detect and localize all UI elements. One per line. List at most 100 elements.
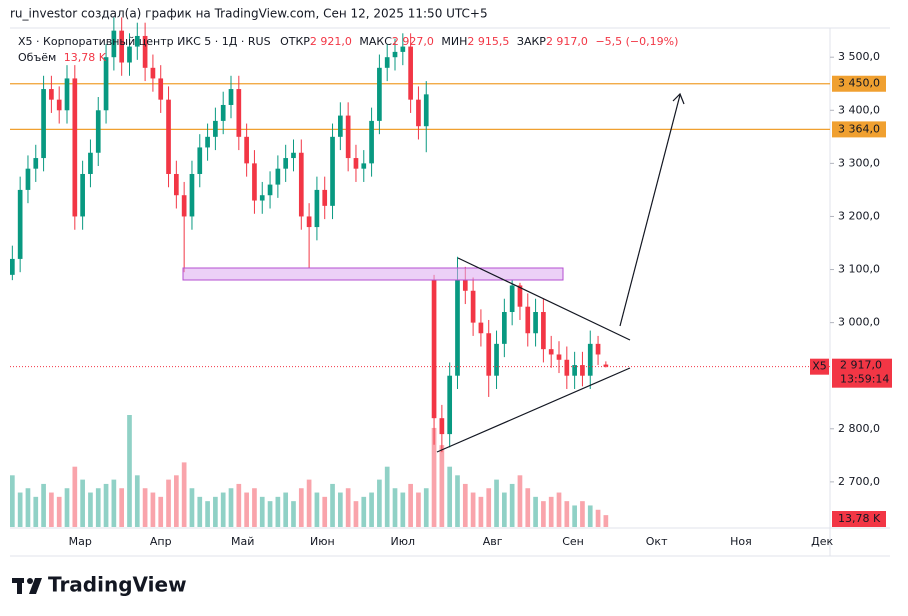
volume-bar [103,483,109,527]
candle-body [267,184,273,196]
volume-bar [455,475,460,527]
candle-body [392,51,398,58]
volume-bar [298,488,304,527]
candle-body [291,152,296,159]
price-tag-label: 3 450,0 [838,77,880,90]
candle-body [533,312,538,334]
candle-body [548,349,554,355]
volume-bar [80,479,85,527]
volume-bar [580,501,585,527]
volume-bar [603,515,609,527]
price-tag [832,121,886,138]
candle-body [361,163,367,169]
price-tag [832,75,886,92]
candle-body [127,46,132,63]
candle-body [88,152,93,174]
candle-body [595,343,601,355]
candle-body [462,280,468,291]
candle-body [400,46,406,52]
volume-bar [462,483,468,527]
candle-body [587,343,593,376]
volume-bar [189,488,195,527]
price-tag [832,358,892,388]
volume-bar [244,492,249,527]
volume-bar [291,501,296,527]
volume-bar [525,488,531,527]
volume-bar [33,496,39,527]
candle-body [158,78,164,100]
candle-body [439,418,445,435]
volume-bar [64,488,70,527]
candle-body [174,173,179,196]
candle-body [103,57,109,111]
y-tick-label: 3 400,0 [838,103,880,116]
candle-body [314,189,320,228]
candle-body [306,216,312,228]
candle-body [189,173,195,217]
volume-bar [49,492,54,527]
volume-bar [431,427,437,527]
volume-bar [408,483,413,527]
volume-bar [10,475,15,527]
x-tick-label: Ноя [730,535,752,548]
countdown: 13:59:14 [840,373,889,386]
y-tick-label: 2 700,0 [838,475,880,488]
symbol-tag [810,358,829,375]
volume-bar [517,475,523,527]
volume-bar [587,505,593,527]
trend-line [436,367,631,453]
volume-bar [119,488,125,527]
candle-body [283,158,289,169]
volume-bar [166,479,171,527]
candle-body [377,67,382,121]
candle-body [166,99,171,174]
candle-body [275,168,281,185]
volume-bar [197,496,203,527]
candle-body [322,189,328,206]
candle-body [181,195,187,217]
arrow-head [672,92,685,105]
candle-body [10,258,15,275]
volume-bar [95,488,101,527]
volume-bar [338,492,343,527]
legend: X5 · Корпоративный центр ИКС 5 · 1Д · RU… [18,35,678,48]
change: −5,5 (−0,19%) [595,35,678,48]
candle-body [509,285,515,313]
volume-bar [220,492,226,527]
candle-body [580,365,585,376]
candle-body [64,78,70,111]
volume-bar [478,496,484,527]
candle-body [556,354,562,360]
logo-icon [27,578,33,584]
candle-body [330,136,335,206]
plot: 3 500,0 3 400,0 3 300,0 3 200,0 3 100,0 3 000… [10,17,892,548]
candle-body [134,35,140,47]
volume-bar [267,501,273,527]
candle-body [252,163,257,201]
candle-body [431,280,437,419]
volume-bar [330,483,335,527]
x-tick-label: Авг [483,535,503,548]
volume-bar [17,492,23,527]
price-tag-label: 3 364,0 [838,122,880,135]
volume-bar [392,488,398,527]
x-tick-label: Сен [562,535,584,548]
volume-bar [322,496,328,527]
candle-body [213,120,218,137]
candle-body [228,89,234,105]
volume-bar [509,483,515,527]
volume-bar [439,445,445,527]
candle-body [478,322,484,334]
volume-bar [275,496,281,527]
ohlc-value: 2 917,0 [546,35,588,48]
volume-bar [447,466,453,527]
candle-body [236,89,242,137]
ohlc-value: 2 915,5 [467,35,509,48]
candle-body [384,57,390,68]
y-tick-label: 3 100,0 [838,263,880,276]
candle-body [25,168,31,190]
candle-body [80,173,85,217]
candle-body [49,89,54,100]
candle-body [517,285,523,307]
